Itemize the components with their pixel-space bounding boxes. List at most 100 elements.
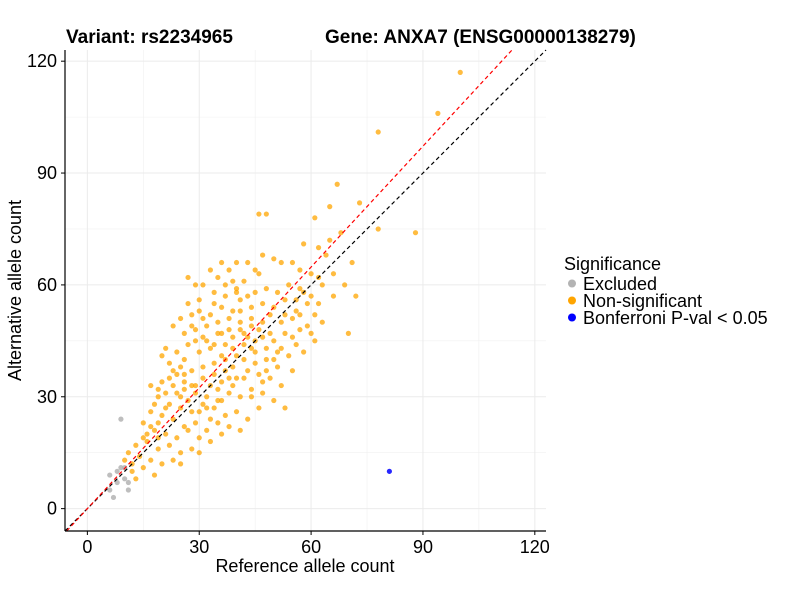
point-non-significant [181,386,187,392]
point-non-significant [151,401,158,407]
y-tick-label: 60 [37,275,57,295]
point-excluded [125,487,131,493]
point-non-significant [237,319,243,325]
point-non-significant [189,409,195,415]
point-non-significant [237,427,243,433]
point-non-significant [274,349,281,355]
point-non-significant [248,394,255,400]
point-non-significant [189,446,195,452]
chart-title-gene: Gene: ANXA7 (ENSG00000138279) [325,27,636,48]
point-non-significant [237,297,243,303]
legend-key-non-significant [568,296,576,305]
point-non-significant [159,353,165,359]
y-tick-label: 30 [37,387,57,407]
point-non-significant [219,259,225,266]
point-non-significant [170,382,176,389]
point-non-significant [230,382,236,389]
point-non-significant [412,230,419,236]
point-non-significant [315,245,322,251]
chart-title-variant: Variant: rs2234965 [66,27,233,48]
point-non-significant [163,345,169,351]
point-non-significant [177,450,184,456]
point-non-significant [122,457,128,463]
point-excluded [118,416,124,422]
point-non-significant [200,282,206,288]
point-non-significant [226,423,232,430]
point-non-significant [301,349,307,355]
point-excluded [114,468,120,474]
point-non-significant [196,435,202,441]
x-tick-label: 0 [82,537,92,557]
point-non-significant [170,457,176,463]
point-non-significant [263,286,269,292]
point-non-significant [252,360,258,366]
point-non-significant [252,267,258,273]
point-non-significant [233,286,240,292]
point-non-significant [192,338,199,344]
point-non-significant [148,409,154,415]
point-non-significant [230,308,236,314]
point-non-significant [241,330,247,336]
point-non-significant [245,259,251,266]
point-non-significant [189,312,195,318]
point-non-significant [256,211,262,217]
point-non-significant [230,364,236,370]
point-non-significant [211,300,217,307]
point-non-significant [330,271,337,277]
point-non-significant [177,461,184,467]
point-non-significant [297,327,303,333]
point-non-significant [181,356,187,363]
x-tick-label: 30 [189,537,209,557]
point-non-significant [215,330,221,336]
point-non-significant [185,427,191,433]
point-non-significant [226,375,232,381]
point-non-significant [181,371,187,377]
point-non-significant [271,356,277,363]
point-non-significant [174,349,180,355]
point-non-significant [211,405,217,411]
point-non-significant [260,390,266,396]
point-non-significant [196,297,202,303]
point-non-significant [327,237,333,243]
point-non-significant [256,405,262,411]
point-non-significant [219,397,225,404]
point-non-significant [207,438,214,445]
point-non-significant [185,274,191,281]
point-non-significant [189,368,195,374]
point-non-significant [133,442,139,448]
point-non-significant [170,368,176,374]
point-non-significant [245,293,251,299]
point-non-significant [211,341,217,348]
point-non-significant [282,405,288,411]
identity-reference-line [64,49,547,532]
point-non-significant [267,375,273,381]
point-non-significant [233,353,240,359]
point-excluded [118,465,124,471]
reference-lines [64,49,547,532]
point-excluded [122,476,128,482]
point-non-significant [356,200,363,206]
point-non-significant [177,364,184,370]
point-non-significant [192,382,199,389]
point-excluded [125,479,131,486]
point-non-significant [319,319,325,325]
point-non-significant [241,356,247,363]
point-non-significant [140,465,146,471]
point-non-significant [252,289,258,295]
point-non-significant [155,446,161,452]
point-non-significant [219,304,225,310]
point-non-significant [159,412,165,419]
point-non-significant [166,375,173,381]
point-non-significant [155,394,161,400]
point-non-significant [304,323,310,329]
point-non-significant [148,457,154,463]
point-non-significant [248,386,255,392]
point-non-significant [323,252,329,258]
point-non-significant [222,293,228,299]
point-non-significant [192,420,199,426]
point-non-significant [241,341,247,348]
point-non-significant [260,319,266,325]
point-non-significant [297,267,303,273]
point-non-significant [241,278,247,284]
point-non-significant [200,364,206,370]
